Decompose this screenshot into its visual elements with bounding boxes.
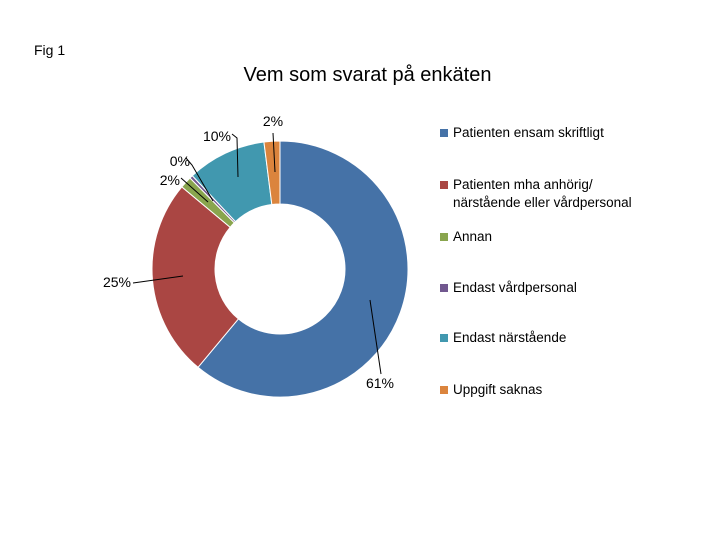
leader-line	[231, 133, 239, 178]
legend-label: Endast vårdpersonal	[453, 280, 577, 295]
legend-label: Annan	[453, 229, 493, 244]
legend-label: Patienten ensam skriftligt	[453, 125, 604, 140]
data-label: 0%	[170, 153, 190, 169]
data-label: 2%	[160, 172, 180, 188]
leader-line	[132, 275, 184, 284]
data-label: 61%	[366, 375, 394, 391]
chart-title: Vem som svarat på enkäten	[243, 64, 492, 86]
legend-label: Endast närstående	[453, 330, 567, 345]
donut-slice	[263, 140, 281, 206]
leader-line	[185, 157, 214, 202]
leader-line	[369, 299, 382, 375]
donut-slice	[151, 186, 240, 369]
legend-swatch	[440, 386, 448, 394]
legend-swatch	[440, 181, 448, 189]
data-label: 25%	[103, 274, 131, 290]
legend-swatch	[440, 334, 448, 342]
leader-line	[180, 177, 209, 203]
leader-line	[272, 132, 276, 173]
data-label: 10%	[203, 128, 231, 144]
legend-swatch	[440, 129, 448, 137]
legend-swatch	[440, 284, 448, 292]
donut-slice	[197, 140, 409, 398]
legend-label: Uppgift saknas	[453, 382, 543, 397]
figure-label: Fig 1	[34, 42, 66, 58]
legend-label: Patienten mha anhörig/närstående eller v…	[453, 177, 632, 210]
data-label: 2%	[263, 113, 283, 129]
legend-swatch	[440, 233, 448, 241]
